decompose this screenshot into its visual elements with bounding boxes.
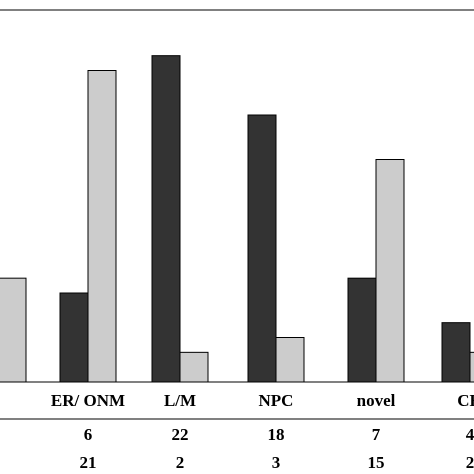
table-cell-row-2: 2 — [176, 453, 185, 472]
table-cell-row-1: 6 — [84, 425, 93, 444]
x-tick-label: novel — [357, 391, 396, 410]
table-cell-row-2: 15 — [368, 453, 385, 472]
bar-series-1-5 — [441, 322, 471, 383]
bar-series-1-4 — [347, 277, 377, 383]
table-cell-row-1: 18 — [268, 425, 285, 444]
bar-series-2-2 — [179, 351, 209, 383]
bar-series-2-1 — [87, 70, 117, 383]
x-tick-label: ER/ ONM — [51, 391, 125, 410]
table-cell-row-1: 4 — [466, 425, 474, 444]
table-cell-row-1: 7 — [372, 425, 381, 444]
bar-series-2-4 — [375, 159, 405, 383]
bar-series-2-5 — [469, 351, 474, 383]
x-tick-label: NPC — [259, 391, 294, 410]
bar-series-1-3 — [247, 114, 277, 383]
bar-series-1-2 — [151, 55, 181, 383]
table-cell-row-2: 3 — [272, 453, 281, 472]
x-tick-label: CH — [457, 391, 474, 410]
bar-series-1-1 — [59, 292, 89, 383]
table-cell-row-2: 2 — [466, 453, 474, 472]
bar-series-2-3 — [275, 337, 305, 383]
table-cell-row-2: 21 — [80, 453, 97, 472]
table-cell-row-1: 22 — [172, 425, 189, 444]
bar-series-2-0 — [0, 277, 27, 383]
x-tick-label: L/M — [164, 391, 196, 410]
